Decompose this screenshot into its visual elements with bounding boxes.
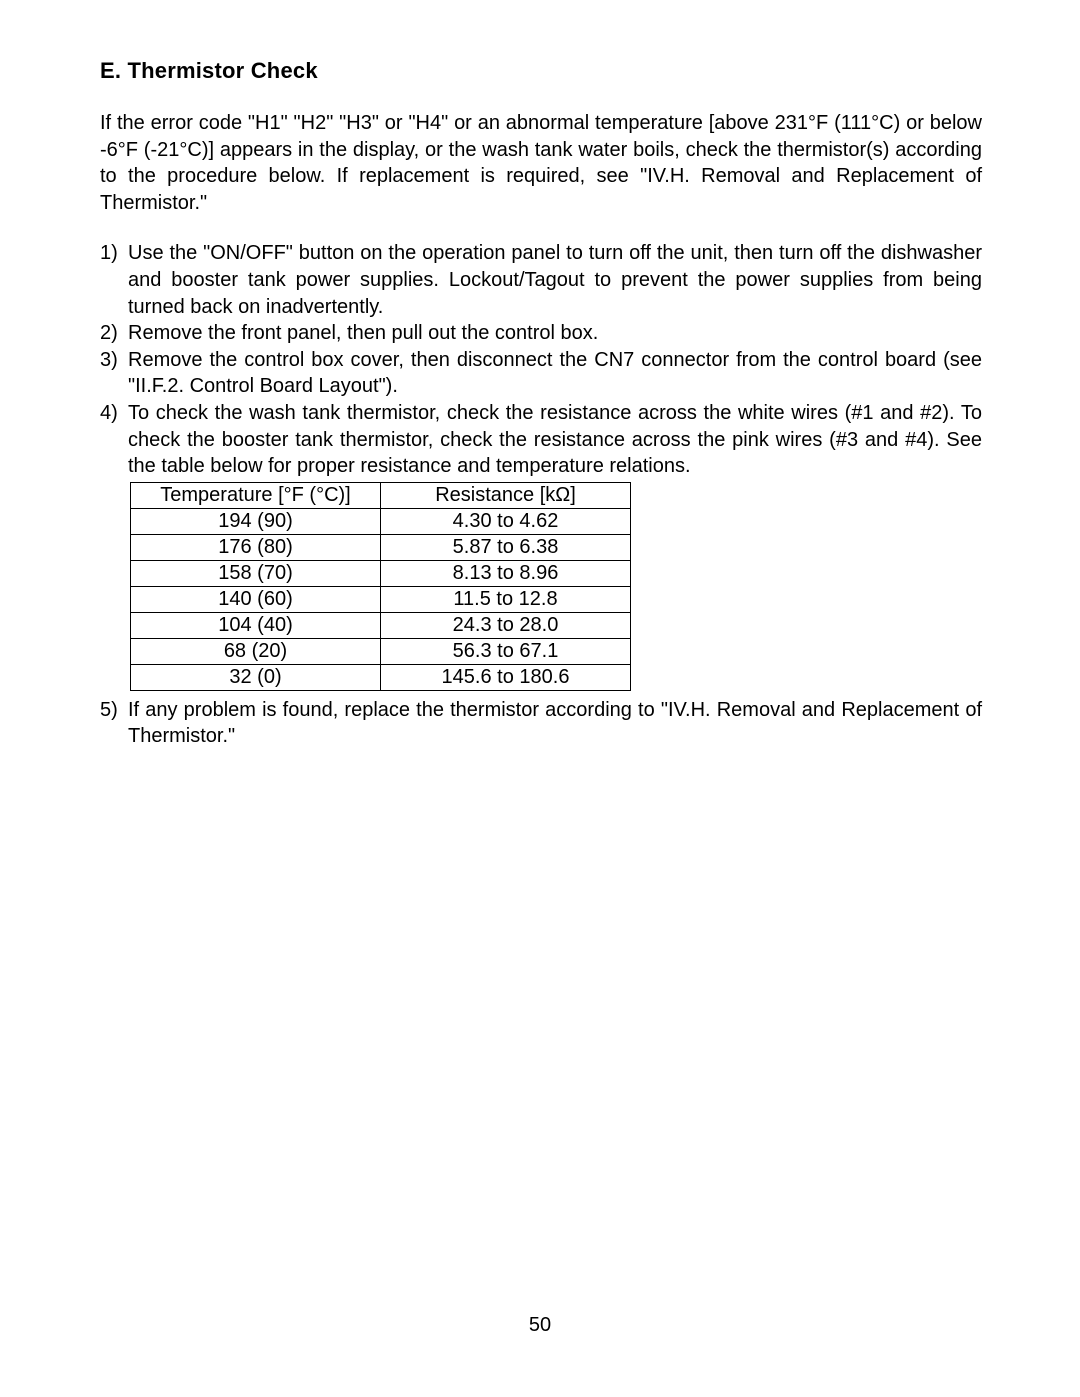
resistance-table: Temperature [°F (°C)] Resistance [kΩ] 19… [130,482,631,691]
step-text: If any problem is found, replace the the… [128,699,982,748]
step-text: To check the wash tank thermistor, check… [128,402,982,477]
intro-paragraph: If the error code "H1" "H2" "H3" or "H4"… [100,110,982,216]
table-row: 176 (80) 5.87 to 6.38 [131,534,631,560]
step-number: 5) [100,697,118,724]
temp-cell: 194 (90) [131,508,381,534]
step-text: Use the "ON/OFF" button on the operation… [128,242,982,317]
step-number: 4) [100,400,118,427]
table-row: 32 (0) 145.6 to 180.6 [131,664,631,690]
temp-cell: 158 (70) [131,560,381,586]
res-cell: 24.3 to 28.0 [381,612,631,638]
res-cell: 8.13 to 8.96 [381,560,631,586]
res-cell: 4.30 to 4.62 [381,508,631,534]
step-4: 4) To check the wash tank thermistor, ch… [100,400,982,480]
step-5: 5) If any problem is found, replace the … [100,697,982,750]
step-2: 2) Remove the front panel, then pull out… [100,320,982,347]
step-text: Remove the front panel, then pull out th… [128,322,598,344]
temp-cell: 104 (40) [131,612,381,638]
temp-cell: 68 (20) [131,638,381,664]
res-cell: 145.6 to 180.6 [381,664,631,690]
table-row: 104 (40) 24.3 to 28.0 [131,612,631,638]
step-3: 3) Remove the control box cover, then di… [100,347,982,400]
table-row: 68 (20) 56.3 to 67.1 [131,638,631,664]
step-number: 3) [100,347,118,374]
res-cell: 11.5 to 12.8 [381,586,631,612]
temp-cell: 32 (0) [131,664,381,690]
table-header-row: Temperature [°F (°C)] Resistance [kΩ] [131,482,631,508]
section-title: E. Thermistor Check [100,58,982,84]
res-cell: 5.87 to 6.38 [381,534,631,560]
temp-cell: 176 (80) [131,534,381,560]
res-cell: 56.3 to 67.1 [381,638,631,664]
table-row: 140 (60) 11.5 to 12.8 [131,586,631,612]
step-text: Remove the control box cover, then disco… [128,349,982,398]
step-number: 2) [100,320,118,347]
page-number: 50 [0,1314,1080,1337]
step-1: 1) Use the "ON/OFF" button on the operat… [100,240,982,320]
step-number: 1) [100,240,118,267]
table-row: 158 (70) 8.13 to 8.96 [131,560,631,586]
table-row: 194 (90) 4.30 to 4.62 [131,508,631,534]
temp-cell: 140 (60) [131,586,381,612]
column-header-resistance: Resistance [kΩ] [381,482,631,508]
column-header-temperature: Temperature [°F (°C)] [131,482,381,508]
